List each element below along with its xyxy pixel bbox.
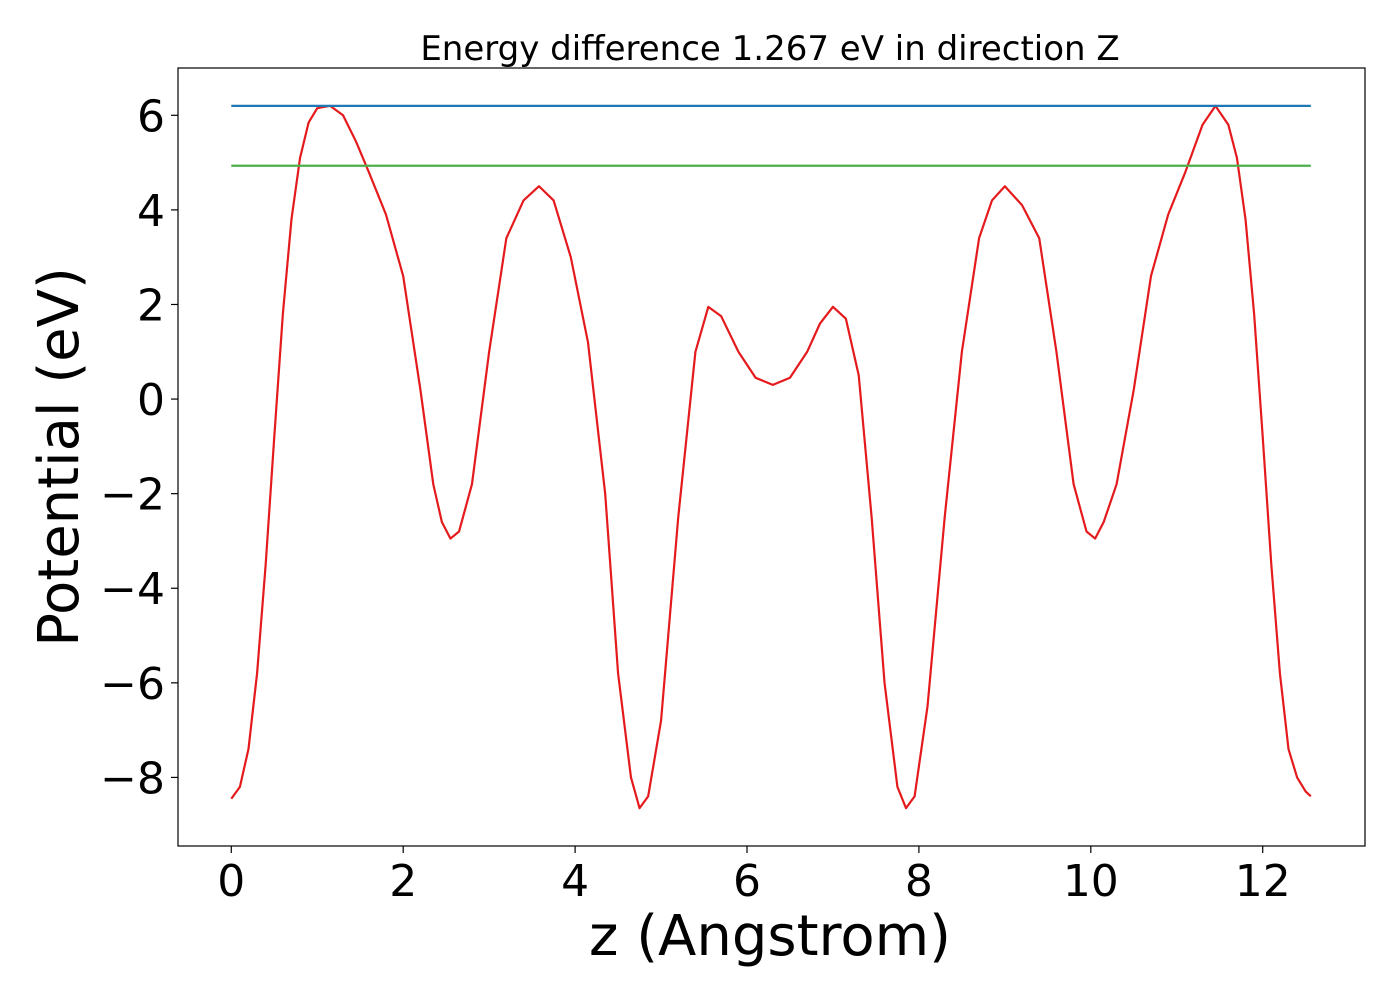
y-tick-label: −2 [100,470,165,521]
y-tick-label: 0 [137,375,165,426]
y-tick-label: −6 [100,659,165,710]
series-line-potential [230,104,1312,810]
y-tick-label: −8 [100,753,165,804]
x-tick-label: 2 [389,856,417,907]
x-tick-label: 0 [217,856,245,907]
y-tick-label: 4 [137,186,165,237]
y-axis: −8 −6 −4 −2 0 2 4 6 [100,91,178,804]
x-tick-label: 8 [905,856,933,907]
y-axis-label: Potential (eV) [27,267,92,647]
x-tick-label: 12 [1235,856,1291,907]
x-tick-label: 10 [1063,856,1119,907]
chart-title: Energy difference 1.267 eV in direction … [420,29,1119,69]
plot-area [230,104,1312,810]
x-axis-label: z (Angstrom) [589,904,951,969]
y-tick-label: 2 [137,280,165,331]
x-tick-label: 4 [561,856,589,907]
y-tick-label: 6 [137,91,165,142]
x-axis: 0 2 4 6 8 10 12 [217,846,1291,907]
y-tick-label: −4 [100,564,165,615]
x-tick-label: 6 [733,856,761,907]
plot-frame [177,67,1366,847]
